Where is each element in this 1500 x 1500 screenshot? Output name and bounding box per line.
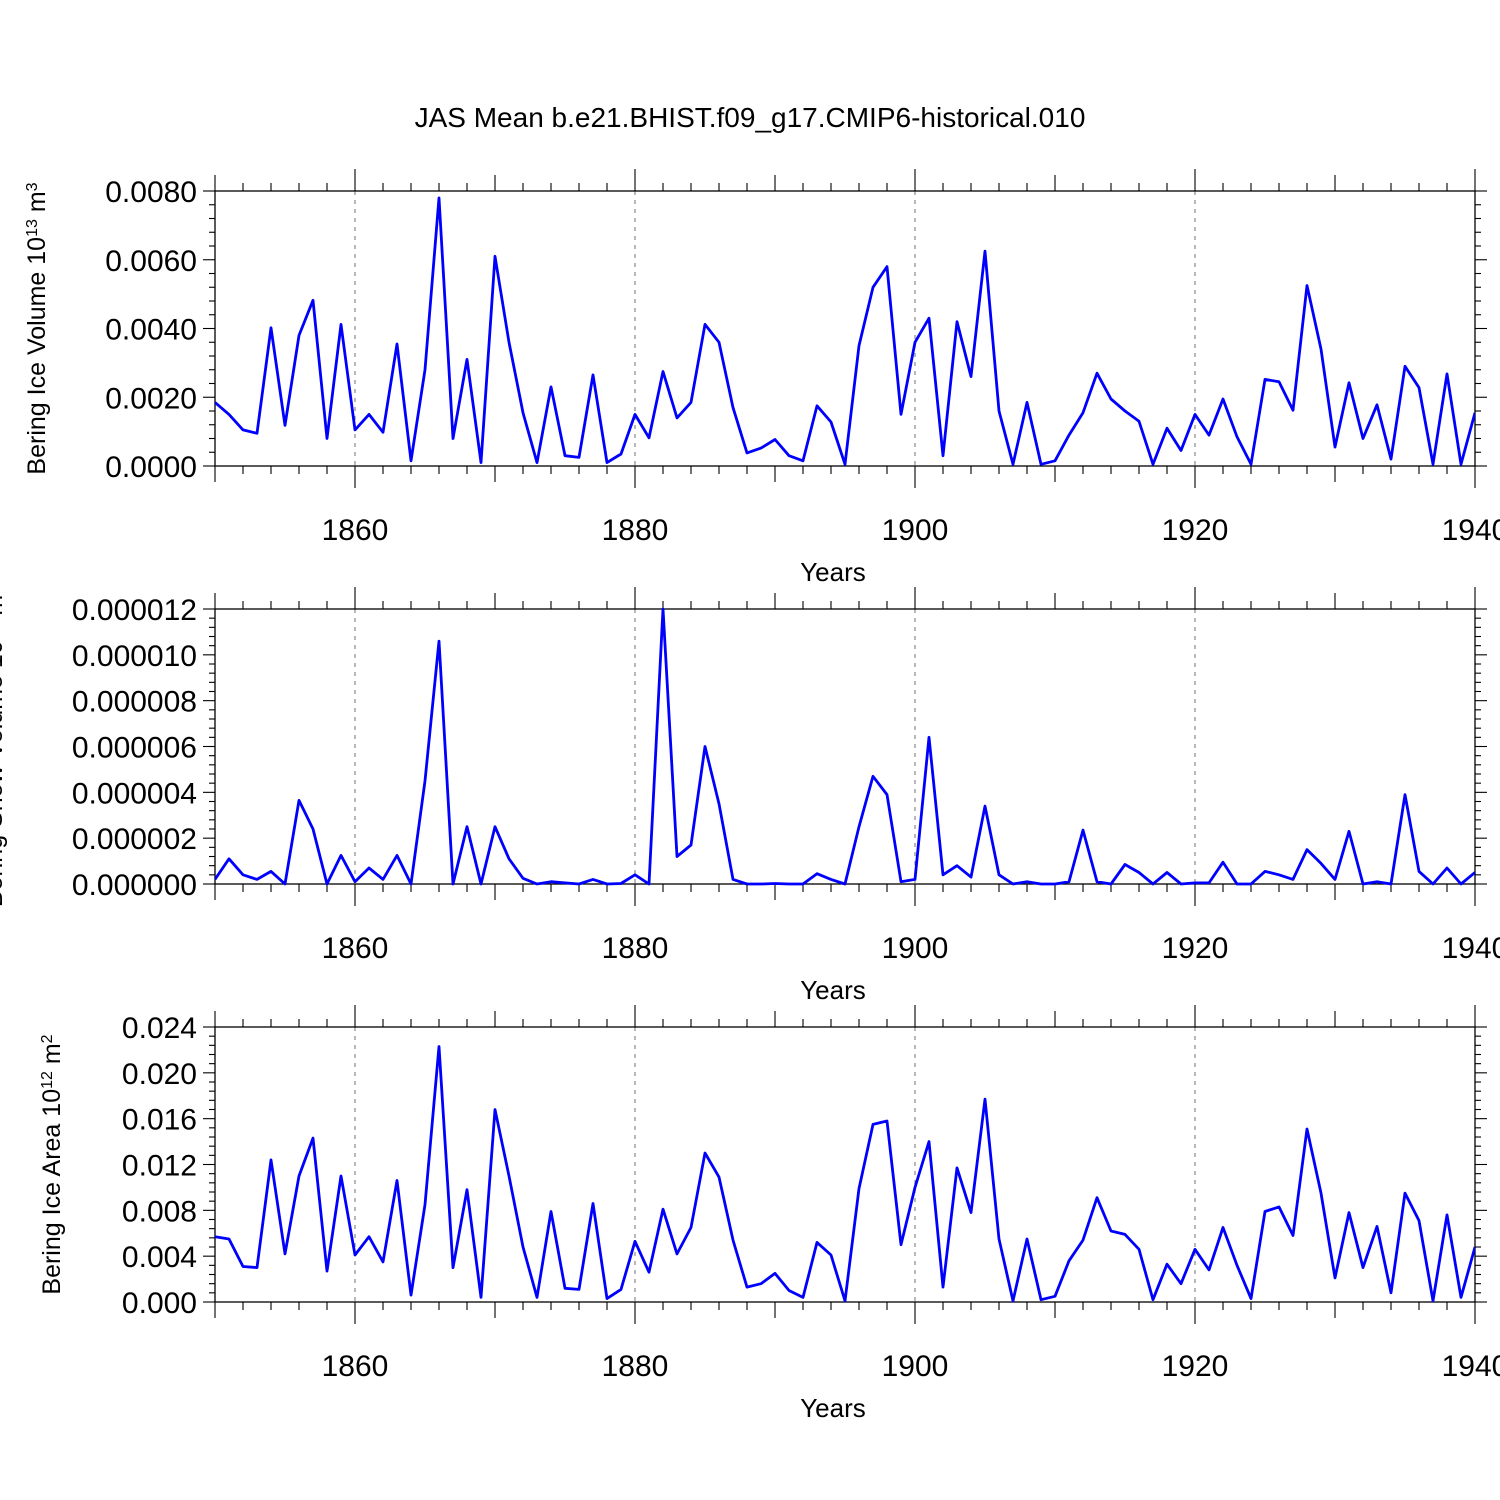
y-axis-title: Bering Ice Area 1012 m2 [38, 1034, 66, 1294]
y-axis-title: Bering Ice Volume 1013 m3 [23, 182, 51, 474]
xtick-label: 1940 [1442, 514, 1500, 547]
ytick-label: 0.020 [122, 1058, 197, 1091]
ytick-label: 0.000006 [72, 732, 197, 765]
ytick-label: 0.000008 [72, 686, 197, 719]
y-axis-title-exponent: 13 [24, 219, 41, 237]
ytick-label: 0.0000 [105, 451, 197, 484]
plot-frame [214, 608, 1476, 885]
xtick-label: 1880 [602, 1350, 669, 1383]
panel-ice-volume: 0.0000 0.0020 0.0040 0.0060 0.0080 1860 1880 19… [23, 169, 1500, 587]
x-axis-title: Years [800, 557, 866, 587]
panel-ice-area: 0.000 0.004 0.008 0.012 0.016 0.020 0.024 1860 1… [38, 1005, 1500, 1423]
xtick-label: 1920 [1162, 1350, 1229, 1383]
ytick-label: 0.000 [122, 1287, 197, 1320]
ytick-label: 0.0020 [105, 382, 197, 415]
series-line-snow-volume [215, 607, 1475, 886]
xtick-label: 1860 [322, 932, 389, 965]
plot-frame [214, 1026, 1476, 1303]
series-line-ice-volume [215, 196, 1475, 466]
ytick-label: 0.000002 [72, 823, 197, 856]
figure-title: JAS Mean b.e21.BHIST.f09_g17.CMIP6-histo… [415, 102, 1086, 133]
y-axis-title-unit-exponent: 3 [24, 182, 41, 191]
xtick-label: 1880 [602, 514, 669, 547]
y-axis-title-unit: m [23, 191, 51, 219]
y-axis-title-unit: m [38, 1043, 66, 1071]
ytick-label: 0.000010 [72, 640, 197, 673]
y-axis-title-unit-exponent: 2 [39, 1034, 56, 1043]
xtick-label: 1900 [882, 514, 949, 547]
x-axis-title: Years [800, 1393, 866, 1423]
ytick-label: 0.0040 [105, 314, 197, 347]
xtick-label: 1900 [882, 932, 949, 965]
xtick-label: 1860 [322, 1350, 389, 1383]
y-axis-title-exponent: 12 [39, 1071, 56, 1089]
xtick-label: 1920 [1162, 932, 1229, 965]
ytick-label: 0.004 [122, 1241, 197, 1274]
series-line-ice-area [215, 1045, 1475, 1303]
ytick-label: 0.000000 [72, 869, 197, 902]
ytick-label: 0.016 [122, 1104, 197, 1137]
xtick-label: 1880 [602, 932, 669, 965]
panel-snow-volume: 0.000000 0.000002 0.000004 0.000006 0.000008… [0, 586, 1500, 1005]
xtick-label: 1860 [322, 514, 389, 547]
ytick-label: 0.0080 [105, 176, 197, 209]
xtick-label: 1940 [1442, 1350, 1500, 1383]
plot-frame [214, 190, 1476, 467]
ytick-label: 0.0060 [105, 245, 197, 278]
ytick-label: 0.000004 [72, 777, 197, 810]
ytick-label: 0.000012 [72, 594, 197, 627]
xtick-label: 1920 [1162, 514, 1229, 547]
xtick-label: 1940 [1442, 932, 1500, 965]
xtick-label: 1900 [882, 1350, 949, 1383]
ytick-label: 0.024 [122, 1012, 197, 1045]
ytick-label: 0.012 [122, 1150, 197, 1183]
y-axis-title-unit: m [0, 595, 8, 623]
ytick-label: 0.008 [122, 1195, 197, 1228]
y-axis-title: Bering Snow Volume 1013 m3 [0, 586, 8, 907]
x-axis-title: Years [800, 975, 866, 1005]
